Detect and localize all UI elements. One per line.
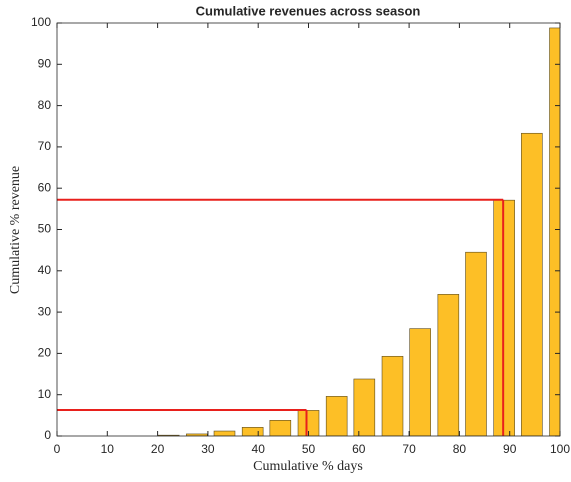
x-tick-label: 30 [201, 442, 215, 456]
x-tick-label: 50 [302, 442, 316, 456]
bar [353, 378, 376, 436]
bar [381, 355, 404, 436]
bar [325, 396, 348, 436]
y-axis-label: Cumulative % revenue [8, 166, 23, 294]
y-tick-label: 90 [38, 56, 52, 70]
bar [241, 427, 264, 436]
x-tick-label: 80 [453, 442, 467, 456]
bar [157, 434, 180, 436]
y-tick-label: 70 [38, 139, 52, 153]
bar [437, 294, 460, 436]
bar [213, 430, 236, 436]
y-tick-label: 30 [38, 304, 52, 318]
x-axis-label: Cumulative % days [253, 459, 363, 474]
y-tick-label: 40 [38, 263, 52, 277]
y-tick-label: 60 [38, 180, 52, 194]
chart-title: Cumulative revenues across season [196, 3, 421, 18]
x-tick-label: 60 [352, 442, 366, 456]
x-tick-label: 40 [252, 442, 266, 456]
bar [409, 328, 431, 436]
x-tick-label: 0 [54, 442, 61, 456]
x-tick-label: 90 [503, 442, 517, 456]
bar [269, 420, 292, 436]
y-tick-label: 10 [38, 387, 52, 401]
y-tick-label: 100 [31, 15, 51, 29]
y-tick-label: 0 [44, 428, 51, 442]
x-tick-label: 100 [550, 442, 570, 456]
bar [493, 199, 515, 436]
bar [521, 132, 543, 436]
y-tick-label: 50 [38, 222, 52, 236]
bar [465, 251, 487, 436]
y-tick-label: 80 [38, 98, 52, 112]
x-tick-label: 10 [101, 442, 115, 456]
bar [297, 410, 320, 436]
x-tick-label: 70 [402, 442, 416, 456]
x-tick-label: 20 [151, 442, 165, 456]
y-tick-label: 20 [38, 346, 52, 360]
